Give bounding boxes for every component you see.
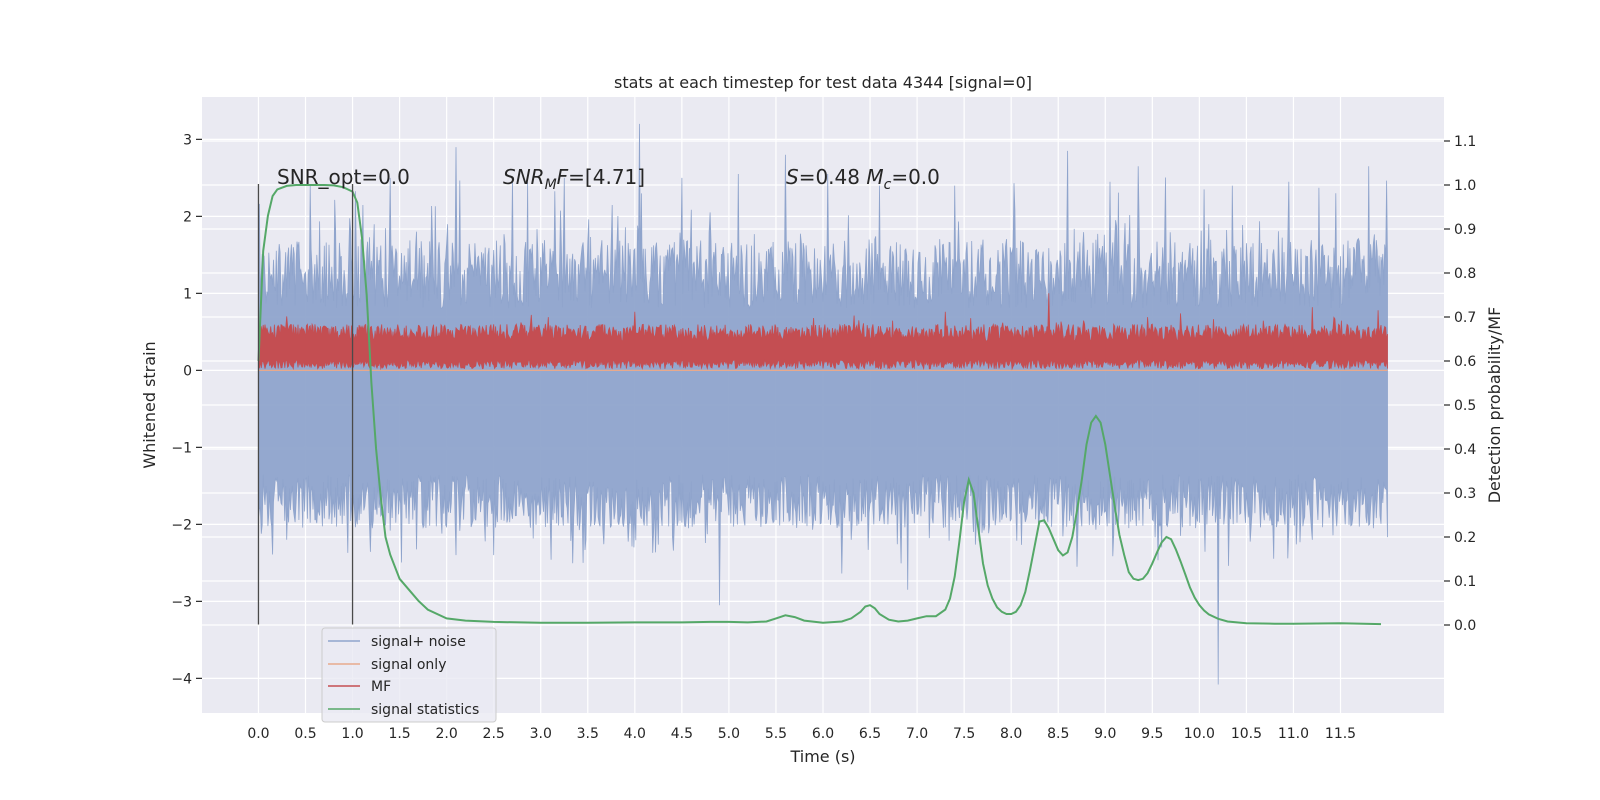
y-tick-label: −4 [171, 671, 192, 687]
y-axis-ticks: 3 2 1 0 −1 −2 −3 −4 [171, 132, 202, 687]
y-tick-label: 0 [183, 363, 192, 379]
y-right-tick-label: 1.0 [1454, 178, 1476, 194]
x-axis-label: Time (s) [789, 747, 855, 766]
legend-label-signal-only: signal only [371, 657, 446, 673]
annotations: SNR_opt=0.0 SNRMF=[4.71] S=0.48 Mc=0.0 [277, 165, 940, 193]
x-tick-label: 11.0 [1278, 726, 1309, 742]
x-tick-label: 8.0 [1000, 726, 1022, 742]
legend-label-mf: MF [371, 679, 391, 695]
x-tick-label: 0.0 [247, 726, 269, 742]
y-right-tick-label: 0.9 [1454, 222, 1476, 238]
x-tick-label: 5.5 [765, 726, 787, 742]
legend-label-signal-statistics: signal statistics [371, 702, 479, 718]
x-tick-label: 4.0 [624, 726, 646, 742]
annotation-s-mc: S=0.48 Mc=0.0 [786, 165, 940, 193]
x-tick-label: 2.5 [483, 726, 505, 742]
y-right-tick-label: 0.5 [1454, 398, 1476, 414]
x-tick-label: 4.5 [671, 726, 693, 742]
x-tick-label: 9.0 [1094, 726, 1116, 742]
chart-title: stats at each timestep for test data 434… [614, 73, 1032, 92]
x-tick-label: 0.5 [294, 726, 316, 742]
x-tick-label: 6.5 [859, 726, 881, 742]
y-right-tick-label: 0.1 [1454, 574, 1476, 590]
legend-box [321, 627, 497, 723]
annotation-snr-mf: SNRMF=[4.71] [503, 165, 645, 193]
y-right-axis-label: Detection probability/MF [1485, 307, 1504, 504]
y-right-tick-label: 0.4 [1454, 442, 1476, 458]
x-tick-label: 2.0 [436, 726, 458, 742]
vertical-markers [257, 184, 354, 625]
x-tick-label: 10.0 [1184, 726, 1215, 742]
x-tick-label: 1.0 [341, 726, 363, 742]
y-right-tick-label: 1.1 [1454, 134, 1476, 150]
y-axis-label: Whitened strain [140, 341, 159, 468]
x-tick-label: 8.5 [1047, 726, 1069, 742]
y-right-tick-label: 0.0 [1454, 618, 1476, 634]
x-tick-label: 3.0 [530, 726, 552, 742]
y-right-tick-label: 0.7 [1454, 310, 1476, 326]
y-tick-label: 2 [183, 209, 192, 225]
y-right-tick-label: 0.2 [1454, 530, 1476, 546]
x-tick-label: 7.0 [906, 726, 928, 742]
y-tick-label: −3 [171, 594, 192, 610]
y-right-tick-label: 0.6 [1454, 354, 1476, 370]
y-right-tick-label: 0.3 [1454, 486, 1476, 502]
legend: signal+ noise signal only MF signal stat… [321, 627, 497, 723]
x-tick-label: 9.5 [1141, 726, 1163, 742]
series-signal-statistics [257, 184, 1382, 626]
annotation-snr-opt: SNR_opt=0.0 [277, 165, 410, 189]
y-tick-label: 3 [183, 132, 192, 148]
x-axis-ticks: 0.0 0.5 1.0 1.5 2.0 2.5 3.0 3.5 4.0 4.5 5.0 5.5 6.0 6… [247, 726, 1356, 742]
x-tick-label: 5.0 [718, 726, 740, 742]
y-right-axis-ticks: 1.1 1.0 0.9 0.8 0.7 0.6 0.5 0.4 0.3 0.2 0.1 0.0 [1444, 134, 1476, 634]
x-tick-label: 1.5 [388, 726, 410, 742]
x-tick-label: 11.5 [1325, 726, 1356, 742]
plot-series [257, 123, 1388, 685]
x-tick-label: 3.5 [577, 726, 599, 742]
legend-label-signal-noise: signal+ noise [371, 634, 466, 650]
x-tick-label: 10.5 [1231, 726, 1262, 742]
series-mf [258, 293, 1388, 371]
series-signal-noise [258, 123, 1388, 685]
y-tick-label: −1 [171, 440, 192, 456]
y-tick-label: −2 [171, 517, 192, 533]
y-tick-label: 1 [183, 286, 192, 302]
x-tick-label: 7.5 [953, 726, 975, 742]
x-tick-label: 6.0 [812, 726, 834, 742]
y-right-tick-label: 0.8 [1454, 266, 1476, 282]
